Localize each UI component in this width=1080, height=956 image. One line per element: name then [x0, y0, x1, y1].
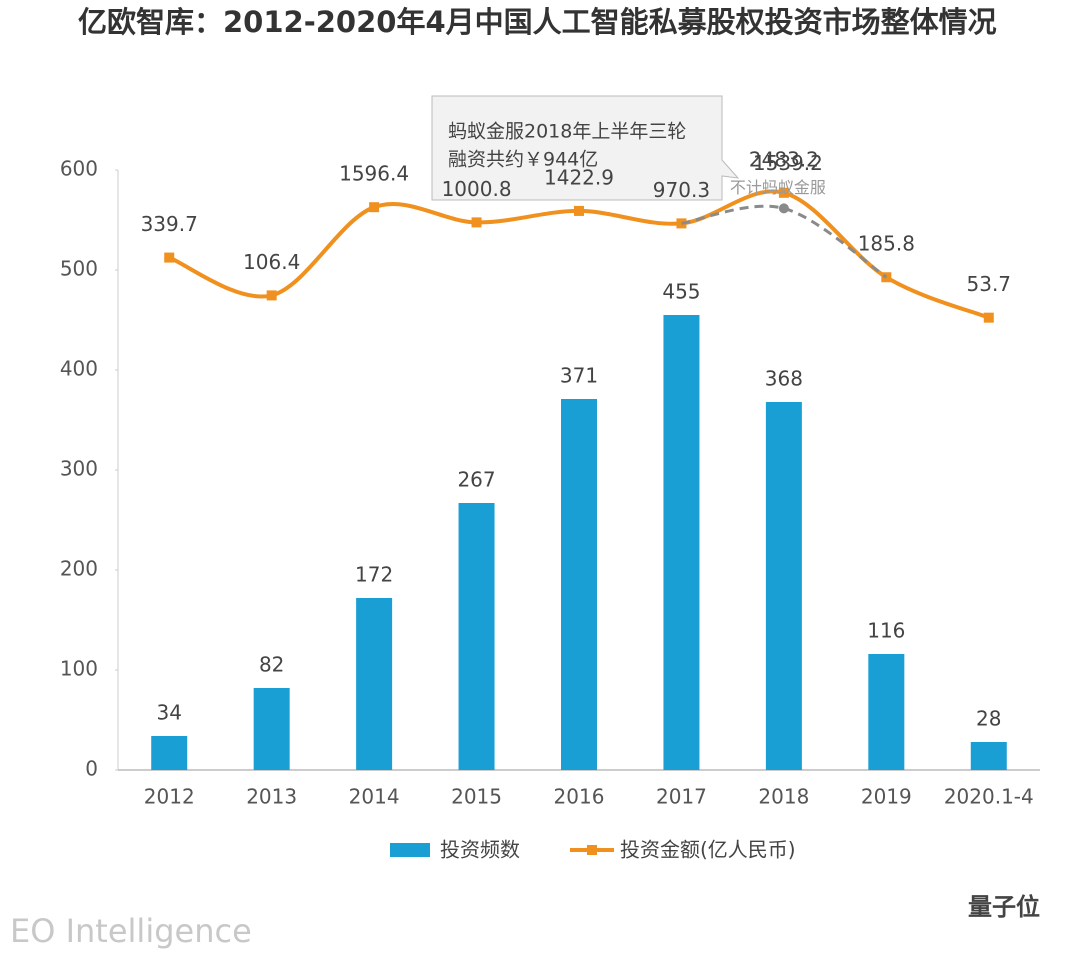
x-tick-label: 2018 — [758, 785, 809, 809]
y-tick-label: 300 — [60, 457, 98, 481]
bar — [868, 654, 905, 770]
annotation-line: 蚂蚁金服2018年上半年三轮 — [448, 121, 686, 143]
dashed-line — [681, 204, 888, 279]
point — [471, 217, 482, 228]
point — [164, 252, 175, 263]
x-tick-label: 2020.1-4 — [944, 785, 1034, 809]
legend-swatch — [587, 845, 597, 855]
y-tick-label: 500 — [60, 257, 98, 281]
x-tick-label: 2017 — [656, 785, 707, 809]
bar — [663, 315, 700, 770]
x-tick-label: 2014 — [349, 785, 400, 809]
x-tick-label: 2019 — [861, 785, 912, 809]
y-tick-label: 100 — [60, 657, 98, 681]
point — [778, 203, 789, 214]
x-tick-label: 2012 — [144, 785, 195, 809]
legend-label: 投资金额(亿人民币) — [620, 838, 796, 862]
y-tick-label: 200 — [60, 557, 98, 581]
x-tick-label: 2013 — [246, 785, 297, 809]
chart-title: 亿欧智库：2012-2020年4月中国人工智能私募股权投资市场整体情况 — [78, 5, 997, 39]
data-label: 172 — [355, 563, 393, 587]
bar — [561, 399, 597, 770]
bar — [151, 736, 188, 770]
bar — [765, 402, 802, 770]
data-label: 116 — [867, 619, 905, 643]
data-label: 1539.2 — [753, 151, 823, 175]
data-label: 1422.9 — [544, 165, 614, 189]
data-label: 368 — [765, 367, 803, 391]
data-label: 267 — [457, 468, 495, 492]
data-label: 1000.8 — [442, 177, 512, 201]
watermark: 量子位 — [968, 893, 1040, 921]
data-label: 371 — [560, 364, 598, 388]
y-tick-label: 600 — [60, 157, 98, 181]
point — [369, 202, 380, 213]
source: EO Intelligence — [10, 912, 252, 950]
data-label: 28 — [976, 707, 1001, 731]
data-label: 970.3 — [653, 178, 710, 202]
legend-swatch — [390, 843, 430, 857]
annotation: 蚂蚁金服2018年上半年三轮 融资共约￥944亿 — [431, 95, 740, 201]
data-label: 106.4 — [243, 250, 300, 274]
callout-box — [431, 95, 740, 201]
bar — [970, 742, 1007, 770]
data-label: 53.7 — [967, 272, 1012, 296]
y-tick-label: 0 — [85, 757, 98, 781]
bar — [253, 688, 290, 770]
series-label: 不计蚂蚁金服 — [730, 178, 826, 197]
x-tick-label: 2016 — [554, 785, 605, 809]
data-label: 2483.2 — [749, 147, 819, 171]
bar — [356, 598, 393, 770]
legend-label: 投资频数 — [440, 838, 520, 862]
point — [778, 187, 789, 198]
data-label: 34 — [156, 701, 181, 725]
bar — [458, 503, 495, 770]
point — [266, 290, 277, 301]
y-tick-label: 400 — [60, 357, 98, 381]
point — [574, 205, 584, 216]
data-label: 339.7 — [141, 212, 198, 236]
point — [983, 312, 994, 323]
annotation-line: 融资共约￥944亿 — [448, 149, 598, 171]
data-label: 185.8 — [858, 232, 915, 256]
data-label: 1596.4 — [339, 162, 409, 186]
x-tick-label: 2015 — [451, 785, 502, 809]
data-label: 455 — [662, 280, 700, 304]
data-label: 82 — [259, 653, 284, 677]
